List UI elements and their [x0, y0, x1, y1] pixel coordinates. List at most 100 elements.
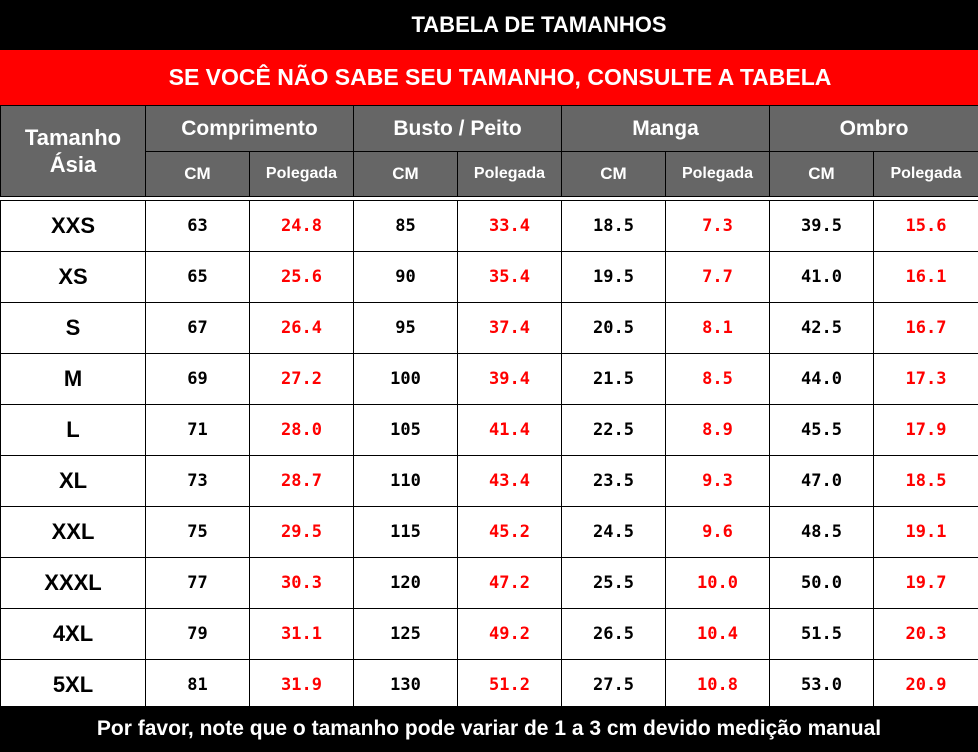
unit-header-inch: Polegada	[664, 151, 771, 197]
inch-value-cell: 39.4	[457, 353, 562, 405]
group-header-ombro: Ombro	[769, 105, 978, 152]
inch-value-cell: 17.9	[873, 404, 978, 456]
inch-value-cell: 16.7	[873, 302, 978, 354]
size-cell: 4XL	[0, 608, 146, 660]
size-cell: XXS	[0, 200, 146, 252]
inch-value-cell: 17.3	[873, 353, 978, 405]
table-row: S 67 26.4 95 37.4 20.5 8.1 42.5 16.7	[0, 302, 978, 354]
inch-value-cell: 31.9	[249, 659, 354, 711]
inch-value-cell: 18.5	[873, 455, 978, 507]
cm-value-cell: 110	[353, 455, 458, 507]
table-row: 5XL 81 31.9 130 51.2 27.5 10.8 53.0 20.9	[0, 659, 978, 711]
size-header-line1: Tamanho	[24, 125, 122, 150]
cm-value-cell: 18.5	[561, 200, 666, 252]
unit-header-inch: Polegada	[249, 151, 354, 197]
inch-value-cell: 41.4	[457, 404, 562, 456]
inch-value-cell: 19.1	[873, 506, 978, 558]
group-header-manga: Manga	[560, 105, 771, 152]
inch-value-cell: 16.1	[873, 251, 978, 303]
inch-value-cell: 51.2	[457, 659, 562, 711]
cm-value-cell: 75	[145, 506, 250, 558]
cm-value-cell: 90	[353, 251, 458, 303]
inch-value-cell: 26.4	[249, 302, 354, 354]
cm-value-cell: 120	[353, 557, 458, 609]
inch-value-cell: 43.4	[457, 455, 562, 507]
table-row: XXXL 77 30.3 120 47.2 25.5 10.0 50.0 19.7	[0, 557, 978, 609]
inch-value-cell: 24.8	[249, 200, 354, 252]
cm-value-cell: 41.0	[769, 251, 875, 303]
unit-header-inch: Polegada	[873, 151, 978, 197]
inch-value-cell: 8.9	[664, 404, 771, 456]
cm-value-cell: 115	[353, 506, 458, 558]
inch-value-cell: 45.2	[457, 506, 562, 558]
table-row: L 71 28.0 105 41.4 22.5 8.9 45.5 17.9	[0, 404, 978, 456]
unit-header-inch: Polegada	[457, 151, 562, 197]
cm-value-cell: 24.5	[561, 506, 666, 558]
inch-value-cell: 20.3	[873, 608, 978, 660]
cm-value-cell: 20.5	[561, 302, 666, 354]
unit-header-cm: CM	[145, 151, 250, 197]
table-row: XXS 63 24.8 85 33.4 18.5 7.3 39.5 15.6	[0, 200, 978, 252]
size-cell: L	[0, 404, 146, 456]
cm-value-cell: 71	[145, 404, 250, 456]
inch-value-cell: 19.7	[873, 557, 978, 609]
inch-value-cell: 27.2	[249, 353, 354, 405]
size-cell: XXL	[0, 506, 146, 558]
cm-value-cell: 19.5	[561, 251, 666, 303]
cm-value-cell: 79	[145, 608, 250, 660]
cm-value-cell: 130	[353, 659, 458, 711]
cm-value-cell: 48.5	[769, 506, 875, 558]
inch-value-cell: 9.6	[664, 506, 771, 558]
cm-value-cell: 95	[353, 302, 458, 354]
inch-value-cell: 9.3	[664, 455, 771, 507]
inch-value-cell: 31.1	[249, 608, 354, 660]
cm-value-cell: 47.0	[769, 455, 875, 507]
size-column-header: Tamanho Ásia	[0, 105, 146, 197]
inch-value-cell: 37.4	[457, 302, 562, 354]
cm-value-cell: 50.0	[769, 557, 875, 609]
group-header-comprimento: Comprimento	[145, 105, 354, 152]
inch-value-cell: 28.7	[249, 455, 354, 507]
cm-value-cell: 25.5	[561, 557, 666, 609]
size-table: Tamanho Ásia Comprimento Busto / Peito M…	[0, 105, 978, 711]
cm-value-cell: 77	[145, 557, 250, 609]
inch-value-cell: 35.4	[457, 251, 562, 303]
unit-header-cm: CM	[353, 151, 458, 197]
table-row: 4XL 79 31.1 125 49.2 26.5 10.4 51.5 20.3	[0, 608, 978, 660]
inch-value-cell: 10.0	[664, 557, 771, 609]
unit-header-cm: CM	[769, 151, 875, 197]
cm-value-cell: 73	[145, 455, 250, 507]
size-cell: M	[0, 353, 146, 405]
cm-value-cell: 67	[145, 302, 250, 354]
cm-value-cell: 23.5	[561, 455, 666, 507]
size-header-line2: Ásia	[49, 152, 97, 177]
cm-value-cell: 65	[145, 251, 250, 303]
size-cell: S	[0, 302, 146, 354]
inch-value-cell: 20.9	[873, 659, 978, 711]
chart-title: TABELA DE TAMANHOS	[0, 0, 978, 50]
inch-value-cell: 49.2	[457, 608, 562, 660]
cm-value-cell: 21.5	[561, 353, 666, 405]
inch-value-cell: 29.5	[249, 506, 354, 558]
inch-value-cell: 25.6	[249, 251, 354, 303]
inch-value-cell: 28.0	[249, 404, 354, 456]
inch-value-cell: 33.4	[457, 200, 562, 252]
inch-value-cell: 7.3	[664, 200, 771, 252]
cm-value-cell: 42.5	[769, 302, 875, 354]
table-row: M 69 27.2 100 39.4 21.5 8.5 44.0 17.3	[0, 353, 978, 405]
cm-value-cell: 27.5	[561, 659, 666, 711]
inch-value-cell: 10.4	[664, 608, 771, 660]
cm-value-cell: 45.5	[769, 404, 875, 456]
cm-value-cell: 26.5	[561, 608, 666, 660]
group-header-busto: Busto / Peito	[353, 105, 562, 152]
cm-value-cell: 125	[353, 608, 458, 660]
inch-value-cell: 10.8	[664, 659, 771, 711]
cm-value-cell: 105	[353, 404, 458, 456]
unit-header-cm: CM	[561, 151, 666, 197]
inch-value-cell: 8.1	[664, 302, 771, 354]
inch-value-cell: 30.3	[249, 557, 354, 609]
size-cell: 5XL	[0, 659, 146, 711]
footer-note: Por favor, note que o tamanho pode varia…	[0, 706, 978, 752]
size-cell: XL	[0, 455, 146, 507]
